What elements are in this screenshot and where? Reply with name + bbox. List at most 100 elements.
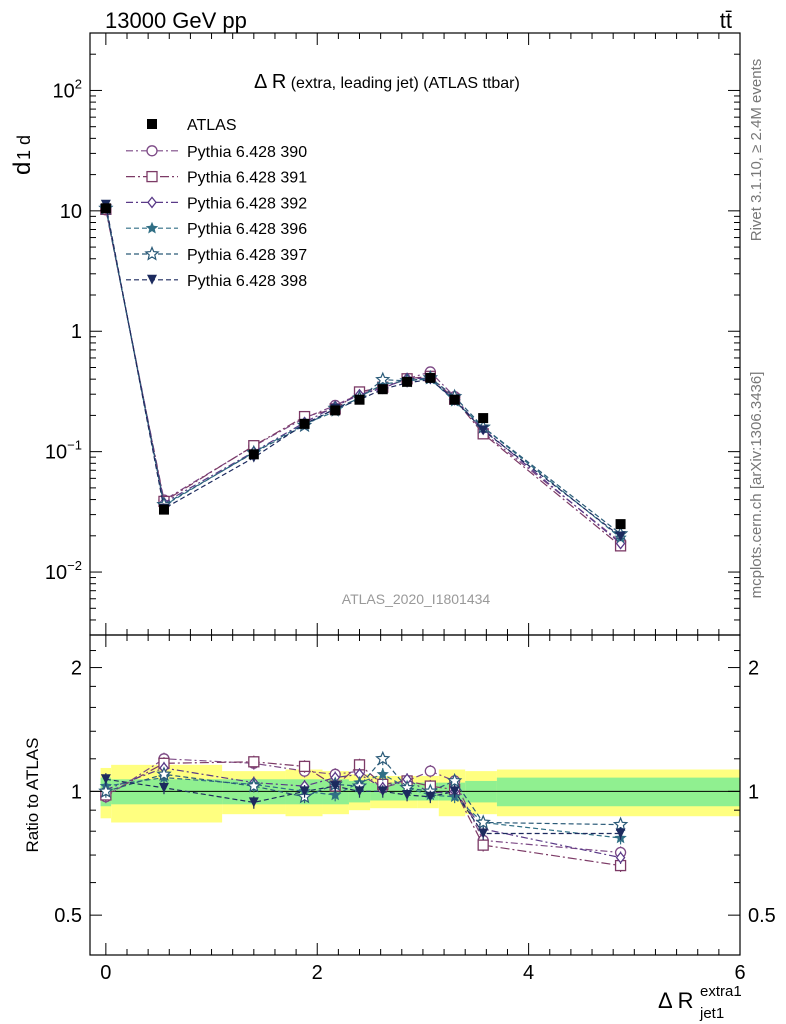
- legend-label: Pythia 6.428 391: [187, 170, 307, 187]
- data-point: [299, 418, 310, 429]
- ratio-tick-label-left: 2: [71, 658, 82, 680]
- ratio-tick-label-left: 1: [71, 781, 82, 803]
- analysis-watermark: ATLAS_2020_I1801434: [342, 591, 491, 607]
- legend-entry-data: ATLAS: [147, 117, 237, 134]
- ratio-line-4: [105, 757, 621, 826]
- main-ylabel-text: d: [9, 162, 36, 175]
- legend-label-data: ATLAS: [187, 117, 237, 134]
- x-axis-label-main: Δ R: [658, 988, 693, 1013]
- ratio-point-0: [424, 765, 436, 777]
- x-tick-label: 0: [100, 962, 111, 984]
- data-point: [615, 519, 626, 530]
- ratio-frame: [89, 634, 741, 956]
- y-tick-label: 1: [71, 321, 82, 343]
- y-tick-label: 102: [53, 76, 82, 102]
- x-tick-label: 6: [734, 962, 745, 984]
- mcplots-label: mcplots.cern.ch [arXiv:1306.3436]: [748, 372, 765, 599]
- main-title: Δ R (extra, leading jet) (ATLAS ttbar): [254, 71, 520, 93]
- ratio-ylabel: Ratio to ATLAS: [23, 738, 42, 853]
- series-point-5: [615, 531, 626, 542]
- series-point-4: [375, 371, 391, 387]
- series-line-5: [105, 204, 621, 537]
- axes: 10−2 10−1 1 10 102 0.5 0.5 1 1 2 2 0 2 4 6: [45, 32, 776, 984]
- ratio-point-4: [98, 783, 114, 798]
- data-point: [425, 372, 436, 383]
- legend-label: Pythia 6.428 390: [187, 144, 307, 161]
- data-point: [377, 384, 388, 395]
- legend: ATLAS Pythia 6.428 390 Pythia 6.428 391 Pyt…: [126, 117, 307, 290]
- ratio-point-5: [377, 786, 388, 797]
- x-axis-label: Δ R extra1 jet1: [658, 983, 742, 1022]
- ratio-plot: [90, 750, 740, 872]
- legend-label: Pythia 6.428 392: [187, 195, 307, 212]
- ratio-point-4: [447, 772, 463, 788]
- ratio-point-5: [478, 828, 489, 839]
- series-point-5: [478, 425, 489, 436]
- legend-label: Pythia 6.428 396: [187, 221, 307, 238]
- data-point: [449, 394, 460, 405]
- ratio-point-5: [402, 789, 413, 800]
- ratio-point-5: [330, 781, 341, 792]
- ratio-tick-label-right: 0.5: [748, 905, 776, 927]
- main-ylabel-frac: 1 d: [14, 135, 34, 160]
- data-point: [402, 376, 413, 387]
- data-point: [158, 504, 169, 515]
- ratio-point-5: [299, 786, 310, 797]
- legend-label: Pythia 6.428 397: [187, 247, 307, 264]
- energy-label: 13000 GeV pp: [105, 8, 247, 33]
- ratio-point-5: [248, 797, 259, 808]
- ratio-line-5: [105, 778, 621, 835]
- process-label: tt̄: [720, 8, 732, 33]
- y-tick-label: 10−1: [45, 438, 82, 464]
- ratio-tick-label-right: 1: [748, 781, 759, 803]
- data-point: [330, 405, 341, 416]
- ratio-point-1: [298, 760, 311, 773]
- legend-entry-5: Pythia 6.428 398: [126, 273, 307, 290]
- legend-label: Pythia 6.428 398: [187, 273, 307, 290]
- legend-entry-0: Pythia 6.428 390: [126, 144, 307, 161]
- data-point: [478, 413, 489, 424]
- main-title-prefix: Δ R: [254, 71, 286, 93]
- x-axis-label-sub: jet1: [699, 1005, 724, 1022]
- ratio-point-4: [375, 750, 391, 766]
- legend-entry-3: Pythia 6.428 396: [126, 221, 307, 238]
- ratio-line-0: [105, 758, 621, 854]
- ratio-point-1: [477, 839, 489, 851]
- main-title-suffix: (extra, leading jet) (ATLAS ttbar): [286, 75, 520, 92]
- legend-data-marker: [147, 119, 157, 129]
- series-line-0: [105, 209, 621, 543]
- series-line-4: [105, 208, 621, 535]
- series-line-1: [105, 209, 621, 547]
- legend-marker: [147, 196, 157, 209]
- ratio-point-5: [615, 828, 626, 839]
- series-line-3: [105, 206, 621, 539]
- main-ylabel: d 1 d: [9, 135, 36, 175]
- x-tick-label: 2: [312, 962, 323, 984]
- legend-entry-4: Pythia 6.428 397: [126, 245, 307, 264]
- data-point: [248, 449, 259, 460]
- legend-marker: [146, 145, 158, 157]
- legend-marker: [147, 274, 157, 285]
- ratio-tick-label-left: 0.5: [54, 905, 82, 927]
- ratio-point-4: [156, 766, 172, 781]
- ratio-point-5: [449, 786, 460, 797]
- data-point: [354, 394, 365, 405]
- legend-entry-1: Pythia 6.428 391: [126, 170, 307, 187]
- ratio-point-5: [158, 782, 169, 793]
- ratio-point-5: [354, 786, 365, 797]
- data-point: [100, 203, 111, 214]
- legend-marker: [145, 221, 159, 234]
- ratio-band-inner: [496, 777, 740, 807]
- rivet-label: Rivet 3.1.10, ≥ 2.4M events: [748, 59, 765, 242]
- ratio-point-3: [329, 788, 342, 801]
- ratio-point-5: [100, 774, 111, 785]
- ratio-tick-label-right: 2: [748, 658, 759, 680]
- ratio-point-1: [248, 756, 260, 768]
- main-plot: [98, 199, 629, 552]
- legend-entry-2: Pythia 6.428 392: [126, 195, 307, 212]
- legend-marker: [146, 170, 158, 183]
- legend-marker: [144, 245, 160, 261]
- ratio-line-1: [105, 761, 621, 867]
- ratio-point-4: [246, 778, 262, 793]
